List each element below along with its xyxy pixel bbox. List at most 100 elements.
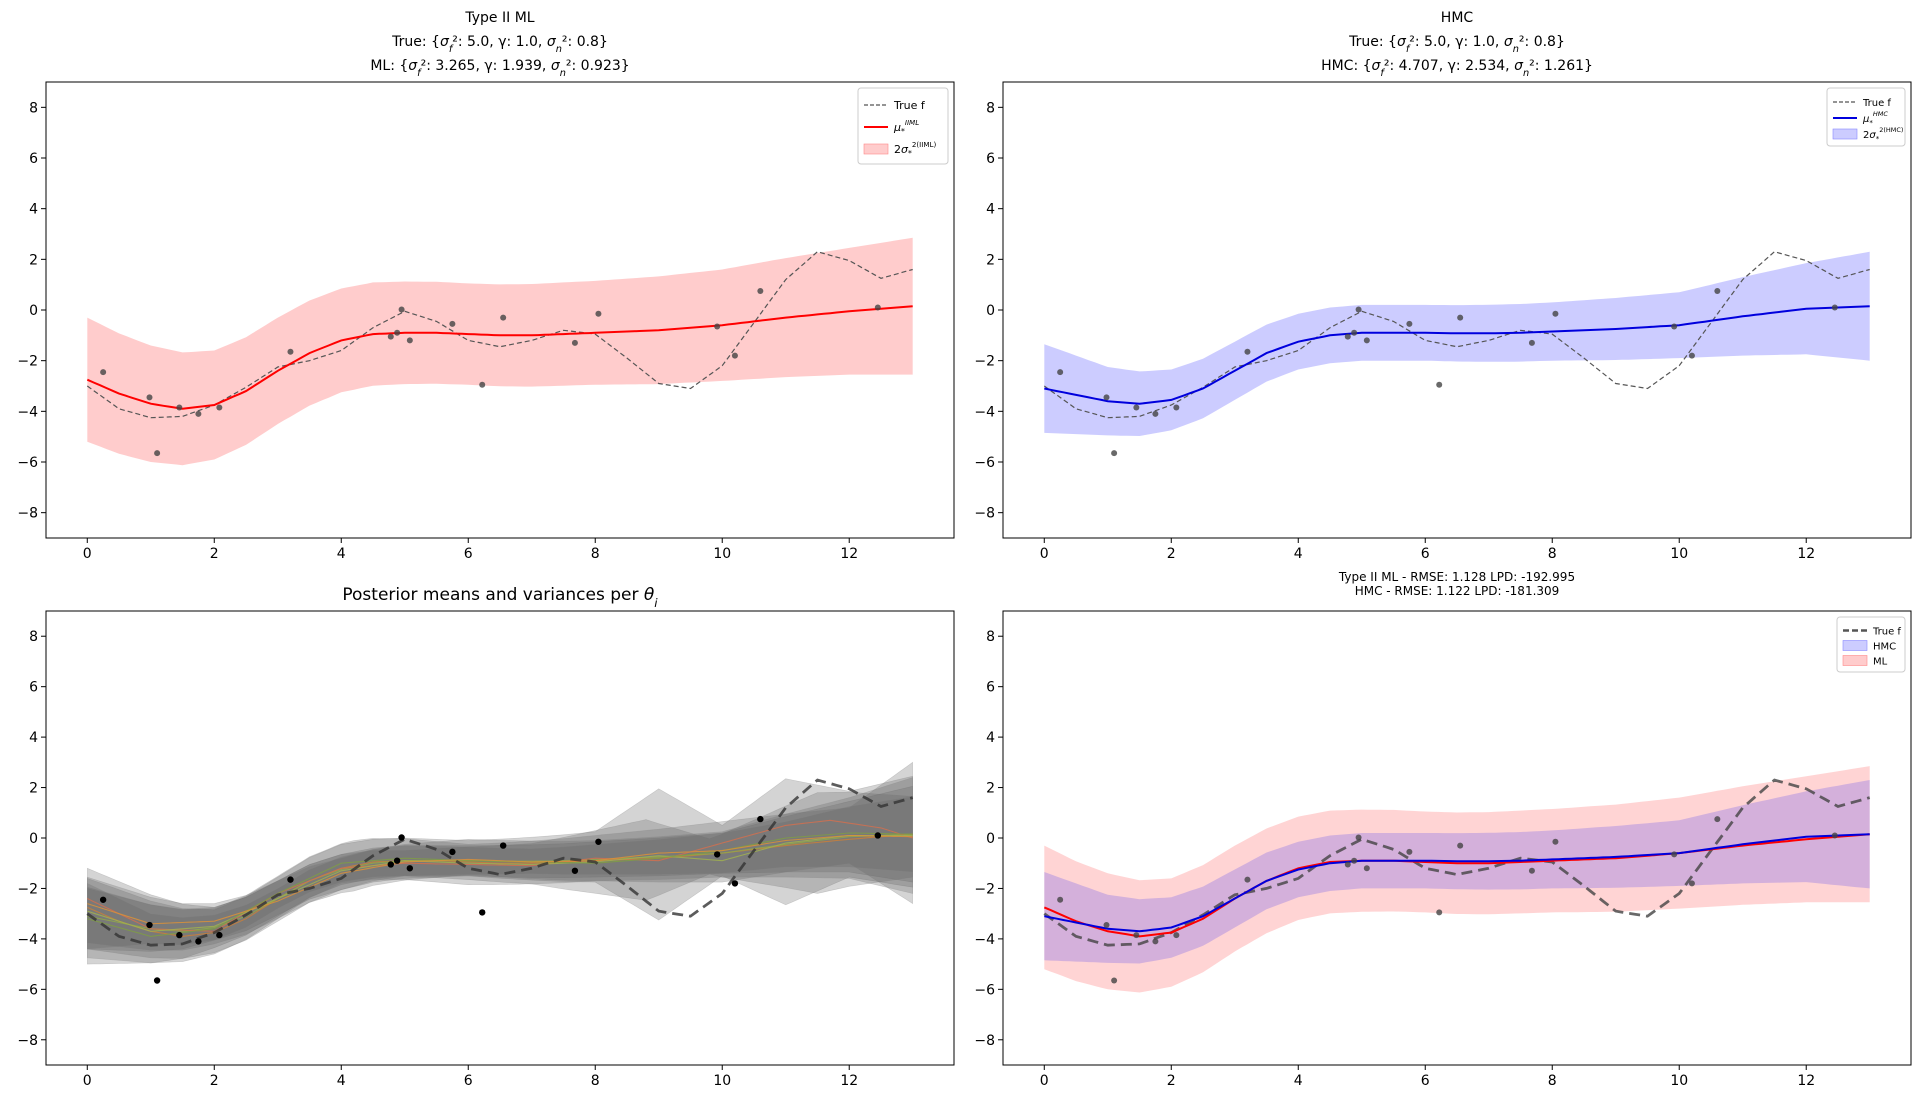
observation-point <box>1831 832 1838 839</box>
legend-label: True f <box>1862 98 1891 109</box>
legend-label: μ*HMC <box>1862 110 1888 127</box>
x-tick-label: 10 <box>1670 546 1688 562</box>
chart-panel-compare: 0 2 4 6 8 10 12 −8 −6 −4 −2 0 2 4 6 8 Type II ML - RMSE:… <box>974 570 1912 1089</box>
observation-point <box>406 865 414 872</box>
subscript: * <box>901 127 905 136</box>
true-f-line <box>86 778 914 947</box>
observation-point <box>1355 834 1362 841</box>
legend-label: 2σ*2(IIML) <box>894 140 937 158</box>
y-tick-label: −6 <box>17 982 38 998</box>
subscript: * <box>908 149 912 158</box>
observation-point <box>1133 932 1140 939</box>
y-tick-label: 4 <box>986 202 995 218</box>
observation-point <box>1457 314 1464 321</box>
legend: True f μ*IIML 2σ*2(IIML) <box>857 87 949 165</box>
y-tick-label: −2 <box>974 354 995 370</box>
observation-point <box>714 323 721 330</box>
observation-point <box>1714 816 1721 823</box>
observation-point <box>1344 861 1351 868</box>
sample-mean-line <box>87 834 913 932</box>
y-tick-label: 0 <box>986 303 995 319</box>
x-tick-label: 10 <box>1670 1073 1688 1089</box>
x-tick-label: 4 <box>1294 546 1303 562</box>
observation-point <box>216 404 223 411</box>
legend-label: ML <box>1873 657 1888 668</box>
observation-point <box>1173 404 1180 411</box>
text-run: ²: 4.707, γ: 2.534, <box>1384 58 1514 74</box>
x-tick-label: 12 <box>1797 1073 1815 1089</box>
observation-point <box>1111 977 1118 984</box>
y-tick-label: 8 <box>986 629 995 645</box>
symbol: σ <box>1397 34 1407 50</box>
x-tick-label: 0 <box>1040 1073 1049 1089</box>
legend-patch-swatch <box>1832 128 1858 140</box>
observation-point <box>146 394 153 401</box>
y-tick-label: −6 <box>17 455 38 471</box>
y-tick-label: −4 <box>974 932 995 948</box>
legend-label: μ*IIML <box>893 118 919 136</box>
chart-title-line: HMC: {σf²: 4.707, γ: 2.534, σn²: 1.261} <box>1321 58 1593 79</box>
symbol: σ <box>440 34 450 50</box>
observation-point <box>1436 909 1443 916</box>
sample-variance-band <box>87 777 913 964</box>
text-run: ²: 5.0, γ: 1.0, <box>1409 34 1504 50</box>
chart-title-line: Type II ML - RMSE: 1.128 LPD: -192.995 <box>1338 570 1575 584</box>
observation-point <box>1351 329 1358 336</box>
sample-variance-band <box>87 761 913 951</box>
observation-point <box>176 404 183 411</box>
symbol: σ <box>547 34 557 50</box>
observation-point <box>571 339 578 346</box>
chart-title-line: HMC <box>1441 10 1474 26</box>
symbol: σ <box>901 143 909 156</box>
observation-point <box>731 880 739 887</box>
y-tick-label: −8 <box>974 506 995 522</box>
text-run: 2 <box>1863 130 1869 141</box>
text-run: ²: 0.923} <box>566 58 630 74</box>
observation-point <box>1671 851 1678 858</box>
y-tick-label: −4 <box>17 404 38 420</box>
x-tick-label: 6 <box>464 1073 473 1089</box>
observation-point <box>595 310 602 317</box>
plot-area <box>1043 766 1871 993</box>
symbol: μ <box>893 121 901 134</box>
subscript: f <box>1406 44 1411 55</box>
observation-point <box>99 896 107 903</box>
hmc-mean-line <box>1044 833 1870 933</box>
x-tick-label: 4 <box>337 1073 346 1089</box>
sample-mean-line <box>87 819 913 932</box>
sample-mean-line <box>87 833 913 937</box>
y-tick-label: −8 <box>17 506 38 522</box>
observation-point <box>1103 922 1110 929</box>
y-tick-label: 4 <box>29 202 38 218</box>
symbol: σ <box>1869 130 1876 141</box>
x-tick-label: 12 <box>840 1073 858 1089</box>
observation-point <box>1355 306 1362 313</box>
legend-patch-swatch <box>1842 655 1868 666</box>
text-run: ²: 5.0, γ: 1.0, <box>452 34 547 50</box>
observation-point <box>1103 394 1110 401</box>
observation-point <box>387 333 394 340</box>
observation-point <box>195 410 202 417</box>
true-f-line <box>1043 251 1870 419</box>
observation-point <box>1831 304 1838 311</box>
y-tick-label: 0 <box>986 831 995 847</box>
observation-point <box>1528 867 1535 874</box>
subscript: n <box>1523 68 1529 79</box>
legend-label: 2σ*2(HMC) <box>1863 126 1903 143</box>
y-tick-label: −2 <box>974 881 995 897</box>
sample-mean-line <box>87 834 913 925</box>
y-tick-label: 4 <box>986 730 995 746</box>
observation-point <box>393 857 401 864</box>
y-tick-label: −6 <box>974 982 995 998</box>
plot-area <box>86 237 913 466</box>
symbol: θ <box>644 585 655 605</box>
legend-label: True f <box>893 99 926 112</box>
x-tick-label: 6 <box>464 546 473 562</box>
x-tick-label: 8 <box>1548 1073 1557 1089</box>
y-tick-label: 2 <box>986 781 995 797</box>
y-tick-label: 2 <box>986 252 995 268</box>
true-f-line <box>86 251 913 419</box>
y-tick-label: 6 <box>29 151 38 167</box>
